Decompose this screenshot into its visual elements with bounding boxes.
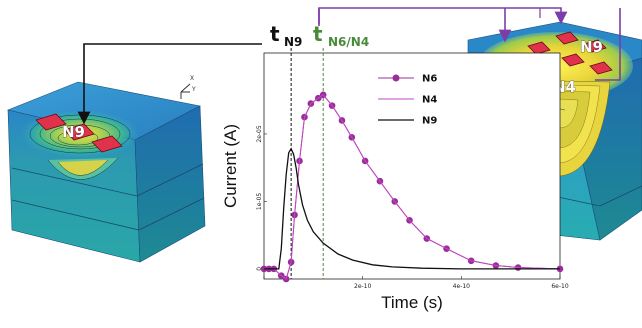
- x-tick-label: 6e-10: [551, 283, 568, 290]
- marker-n9-sub: N9: [284, 35, 302, 49]
- time-marker-n9: t N9: [270, 22, 302, 49]
- right-contact-6: [589, 61, 613, 75]
- axis-y-letter: Y: [191, 86, 196, 93]
- legend-label-n9: N9: [422, 116, 437, 127]
- marker-n6n4-sub: N6/N4: [328, 35, 369, 49]
- right-contact-3: [583, 39, 607, 53]
- plot-frame: [263, 52, 561, 280]
- time-marker-n6n4: t N6/N4: [313, 22, 369, 49]
- right-contact-2: [555, 31, 579, 45]
- x-axis-title: Time (s): [381, 293, 443, 312]
- connector-n4-branch: [595, 8, 621, 81]
- series-layer: [260, 91, 564, 283]
- left-node-label: N9: [62, 123, 85, 141]
- current-chart: 2e-10 4e-10 6e-10 0 1e-05 2e-05 Time (s) Curr…: [221, 48, 569, 312]
- legend-marker-n6: [392, 74, 400, 82]
- left-contact-2: [63, 123, 95, 141]
- ticks-layer: 2e-10 4e-10 6e-10 0 1e-05 2e-05: [256, 125, 569, 290]
- left-contact-3: [91, 135, 123, 153]
- y-tick-label: 2e-05: [256, 125, 263, 142]
- marker-n6n4-t: t: [313, 22, 323, 46]
- right-contact-5: [561, 53, 585, 67]
- y-axis-title: Current (A): [221, 124, 240, 208]
- marker-n9-t: t: [270, 22, 280, 46]
- legend-label-n6: N6: [422, 74, 437, 85]
- right-n9-label: N9: [580, 38, 603, 56]
- axis-x-letter: X: [190, 75, 194, 82]
- series-line-n9: [264, 147, 560, 270]
- connector-arrows: [77, 7, 621, 125]
- right-contact-1: [527, 41, 551, 55]
- x-tick-label: 4e-10: [453, 283, 470, 290]
- y-tick-label: 0: [256, 267, 263, 271]
- legend: N6 N4 N9: [378, 74, 437, 127]
- x-tick-label: 2e-10: [354, 283, 371, 290]
- series-line-n4: [264, 94, 561, 280]
- time-guides: [290, 48, 324, 279]
- axis-triad-icon: X Y: [180, 75, 196, 99]
- connector-n9-left: [77, 43, 262, 125]
- legend-label-n4: N4: [422, 95, 437, 106]
- left-contact-1: [35, 113, 67, 131]
- y-tick-label: 1e-05: [256, 193, 263, 210]
- connector-n6n4-top: [318, 7, 568, 25]
- left-device-simulation: N9: [7, 81, 206, 263]
